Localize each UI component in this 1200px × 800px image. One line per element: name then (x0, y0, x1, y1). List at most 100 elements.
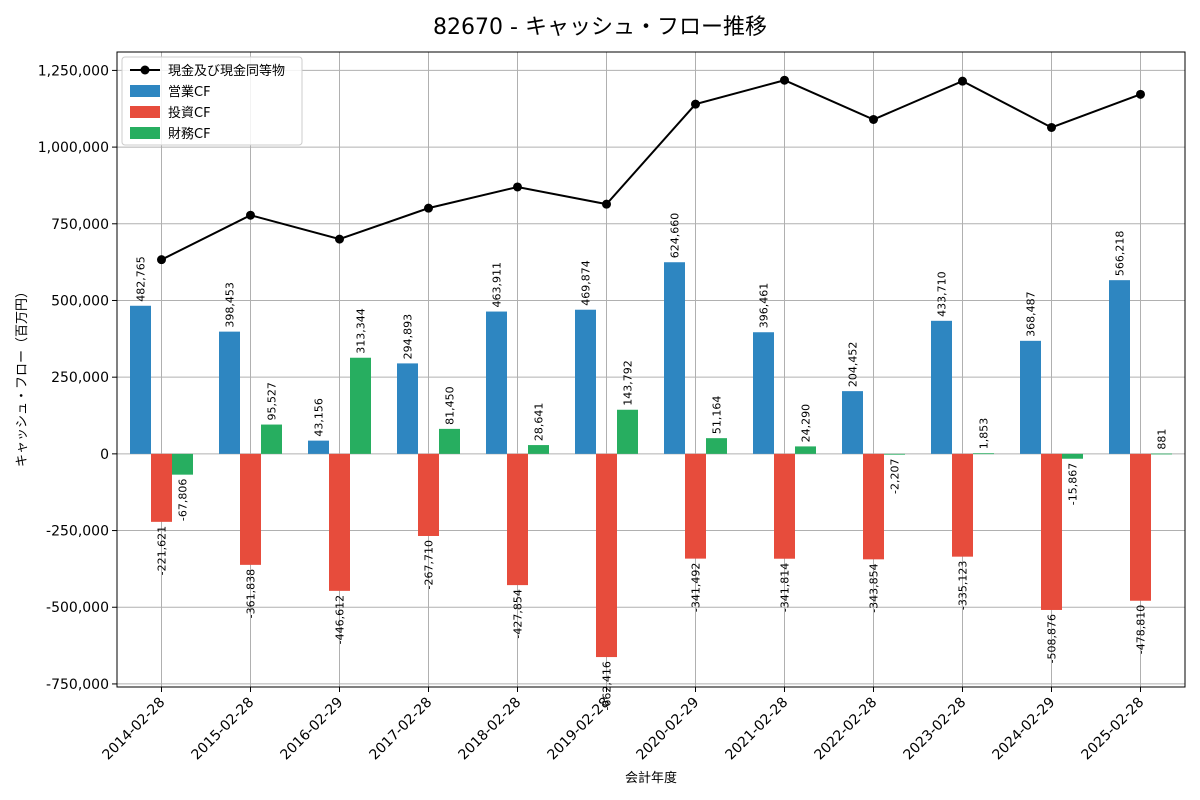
bar-operating (1020, 340, 1041, 454)
bar-investing (863, 453, 884, 560)
data-label: 398,453 (224, 282, 237, 328)
legend-bar-swatch (130, 106, 160, 118)
data-label: 24,290 (800, 404, 813, 443)
y-tick-label: 1,250,000 (38, 63, 109, 79)
bar-operating (664, 262, 685, 454)
data-label: 396,461 (758, 283, 771, 329)
x-axis-label: 会計年度 (625, 770, 677, 786)
cash-point (602, 199, 611, 209)
line-layer (157, 75, 1145, 265)
y-tick-label: 750,000 (51, 217, 109, 233)
bar-financing (1062, 453, 1083, 459)
data-label: 95,527 (266, 382, 279, 421)
bar-investing (952, 453, 973, 557)
data-label: -267,710 (423, 540, 436, 589)
bar-financing (528, 445, 549, 454)
data-label: -2,207 (889, 459, 902, 494)
bar-investing (507, 453, 528, 586)
y-tick-label: -250,000 (46, 524, 109, 540)
data-label: -662,416 (601, 661, 614, 710)
data-label: 624,660 (669, 213, 682, 259)
bar-financing (439, 428, 460, 454)
legend-entry: 財務CF (168, 127, 211, 142)
bar-investing (240, 453, 261, 565)
data-label: -343,854 (868, 563, 881, 612)
data-label: -341,814 (779, 563, 792, 612)
data-label-layer: 482,765 398,453 43,156 294,893 463,911 469,87… (135, 213, 1169, 711)
y-tick-label: -750,000 (46, 677, 109, 693)
cash-point (958, 76, 967, 86)
data-label: 469,874 (580, 260, 593, 306)
legend-line-marker (140, 65, 150, 75)
bar-investing (418, 453, 439, 536)
y-tick-label: -500,000 (46, 600, 109, 616)
data-label: 294,893 (402, 314, 415, 360)
legend-entry: 営業CF (168, 84, 211, 100)
bar-operating (486, 311, 507, 454)
y-tick-label: 250,000 (51, 370, 109, 386)
data-label: -427,854 (512, 589, 525, 638)
bar-operating (308, 440, 329, 454)
cash-point (157, 255, 166, 265)
cash-point (335, 234, 344, 244)
data-label: 1,853 (978, 418, 991, 450)
data-label: 43,156 (313, 398, 326, 437)
bar-investing (151, 453, 172, 522)
bar-financing (1151, 453, 1172, 455)
bar-operating (1109, 280, 1130, 454)
data-label: -446,612 (334, 595, 347, 644)
data-label: -508,876 (1046, 614, 1059, 663)
bar-financing (884, 453, 905, 455)
bar-operating (931, 320, 952, 454)
legend-entry: 現金及び現金同等物 (168, 63, 285, 79)
chart-title: 82670 - キャッシュ・フロー推移 (433, 15, 767, 40)
bar-investing (596, 453, 617, 658)
bar-operating (219, 331, 240, 454)
bar-operating (575, 309, 596, 454)
y-tick-label: 0 (100, 447, 109, 463)
plot-frame (116, 51, 1186, 688)
cash-point (246, 210, 255, 220)
y-tick-label: 500,000 (51, 293, 109, 309)
data-label: 143,792 (622, 360, 635, 406)
bar-financing (706, 438, 727, 454)
legend-bar-swatch (130, 127, 160, 139)
data-label: 881 (1156, 429, 1169, 450)
data-label: -67,806 (177, 479, 190, 521)
bar-financing (617, 409, 638, 454)
data-label: 28,641 (533, 403, 546, 442)
bar-operating (397, 363, 418, 454)
cash-point (691, 99, 700, 109)
bar-financing (795, 446, 816, 454)
data-label: -341,492 (690, 563, 703, 612)
bar-investing (1041, 453, 1062, 610)
data-label: 368,487 (1025, 291, 1038, 337)
data-label: 313,344 (355, 308, 368, 354)
bar-operating (753, 332, 774, 454)
cash-point (1047, 122, 1056, 132)
data-label: 204,452 (847, 342, 860, 388)
data-label: -361,838 (245, 569, 258, 618)
data-label: 81,450 (444, 386, 457, 425)
data-label: 566,218 (1114, 231, 1127, 277)
bar-investing (1130, 453, 1151, 601)
data-label: 463,911 (491, 262, 504, 308)
bar-investing (685, 453, 706, 559)
cash-point (780, 75, 789, 85)
cash-line (161, 79, 1141, 261)
cash-point (513, 182, 522, 192)
cash-point (869, 114, 878, 124)
legend-frame (121, 56, 303, 146)
bar-financing (350, 357, 371, 454)
y-tick-label: 1,000,000 (38, 140, 109, 156)
data-label: -15,867 (1067, 463, 1080, 505)
bar-operating (130, 305, 151, 454)
data-label: 482,765 (135, 256, 148, 302)
bar-layer (130, 262, 1172, 658)
bar-investing (329, 453, 350, 591)
data-label: 51,164 (711, 396, 724, 435)
cash-point (424, 203, 433, 213)
